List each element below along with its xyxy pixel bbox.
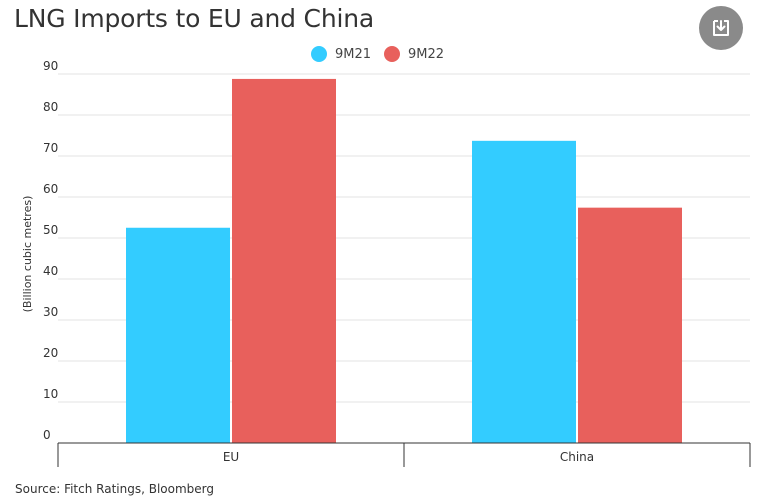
y-tick-label: 10: [43, 387, 58, 401]
x-axis: EU China: [57, 442, 751, 467]
source-note: Source: Fitch Ratings, Bloomberg: [15, 482, 215, 496]
y-tick-label: 50: [43, 223, 58, 237]
y-tick-label: 70: [43, 141, 58, 155]
x-tick-label: China: [560, 450, 594, 464]
bar-eu-9m22[interactable]: [232, 78, 336, 444]
y-tick-label: 30: [43, 305, 58, 319]
download-icon: [713, 20, 729, 36]
bar-china-9m21[interactable]: [472, 140, 576, 443]
y-tick-label: 20: [43, 346, 58, 360]
legend-swatch-series-1: [384, 46, 400, 62]
legend: 9M21 9M22: [0, 44, 773, 64]
y-axis-ticks: 0 10 20 30 40 50 60 70 80 90: [43, 59, 58, 442]
legend-swatch-series-0: [311, 46, 327, 62]
y-tick-label: 90: [43, 59, 58, 73]
bars: [126, 78, 682, 444]
legend-label-series-1: 9M22: [408, 46, 445, 62]
bar-eu-9m21[interactable]: [126, 227, 230, 443]
legend-item-series-0[interactable]: 9M21: [311, 44, 371, 64]
x-tick-label: EU: [223, 450, 239, 464]
y-tick-label: 40: [43, 264, 58, 278]
legend-label-series-0: 9M21: [335, 46, 372, 62]
chart-title: LNG Imports to EU and China: [14, 4, 374, 33]
bar-china-9m22[interactable]: [578, 207, 682, 443]
y-axis-label: (Billion cubic metres): [21, 196, 34, 313]
y-tick-label: 60: [43, 182, 58, 196]
download-button[interactable]: [699, 6, 743, 50]
y-tick-label: 0: [43, 428, 51, 442]
y-tick-label: 80: [43, 100, 58, 114]
legend-item-series-1[interactable]: 9M22: [384, 44, 444, 64]
